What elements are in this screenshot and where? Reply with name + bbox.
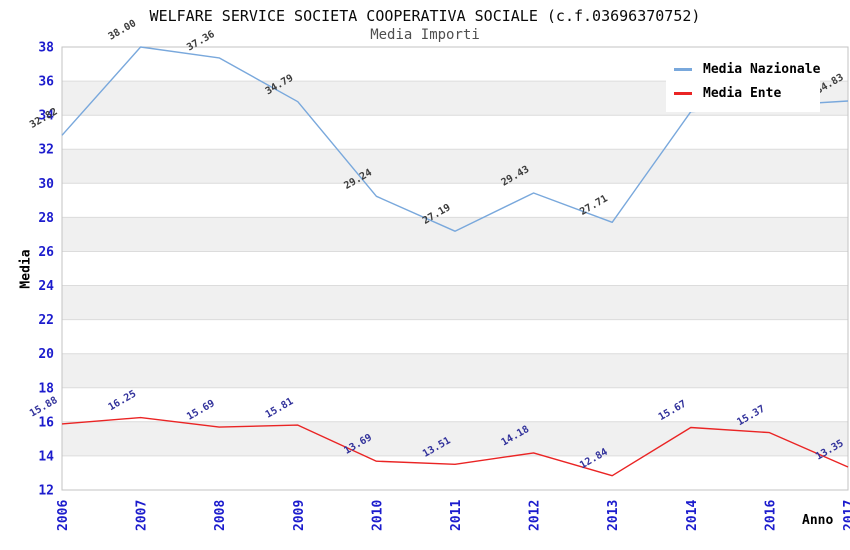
y-tick-label: 30 xyxy=(38,177,54,192)
x-tick-label: 2010 xyxy=(370,500,385,531)
x-tick-label: 2017 xyxy=(842,500,850,531)
x-tick-label: 2007 xyxy=(135,500,150,531)
point-label-media-nazionale: 27.71 xyxy=(578,193,610,218)
legend: Media Nazionale Media Ente xyxy=(666,50,820,112)
chart-title: WELFARE SERVICE SOCIETA COOPERATIVA SOCI… xyxy=(149,7,701,25)
x-axis-title: Anno xyxy=(802,513,834,528)
plot-border xyxy=(61,46,849,491)
y-tick-label: 22 xyxy=(38,313,54,328)
y-tick-label: 26 xyxy=(38,245,54,260)
grid-band xyxy=(62,149,848,184)
y-tick-label: 36 xyxy=(38,75,54,90)
x-tick-label: 2013 xyxy=(606,500,621,531)
legend-item-media-nazionale: Media Nazionale xyxy=(674,57,820,81)
y-tick-label: 14 xyxy=(38,449,54,464)
x-tick-label: 2008 xyxy=(213,500,228,531)
y-tick-label: 24 xyxy=(38,279,54,294)
y-tick-label: 12 xyxy=(38,484,54,499)
x-tick-label: 2014 xyxy=(685,500,700,531)
grid-band xyxy=(62,285,848,320)
series-line-media-ente xyxy=(61,416,849,477)
y-tick-label: 16 xyxy=(38,415,54,430)
x-tick-label: 2006 xyxy=(56,500,71,531)
y-tick-label: 28 xyxy=(38,211,54,226)
x-tick-label: 2012 xyxy=(528,500,543,531)
legend-item-media-ente: Media Ente xyxy=(674,81,820,105)
grid-band xyxy=(62,421,848,456)
y-tick-label: 34 xyxy=(38,109,54,124)
x-tick-label: 2011 xyxy=(449,500,464,531)
y-tick-label: 38 xyxy=(38,41,54,56)
point-label-media-ente: 15.69 xyxy=(185,398,217,423)
y-tick-label: 18 xyxy=(38,381,54,396)
x-tick-label: 2009 xyxy=(292,500,307,531)
legend-line-nazionale-icon xyxy=(674,67,692,71)
legend-label: Media Nazionale xyxy=(703,61,821,77)
point-label-media-ente: 15.81 xyxy=(264,396,296,421)
point-label-media-ente: 15.67 xyxy=(657,399,689,424)
chart-subtitle: Media Importi xyxy=(370,27,480,43)
legend-line-ente-icon xyxy=(674,91,692,95)
grid-band xyxy=(62,217,848,252)
y-axis-title: Media xyxy=(18,249,34,289)
x-tick-label: 2016 xyxy=(763,500,778,531)
y-tick-label: 20 xyxy=(38,347,54,362)
point-label-media-ente: 16.25 xyxy=(107,389,139,414)
y-tick-label: 32 xyxy=(38,143,54,158)
grid-band xyxy=(62,353,848,388)
legend-label: Media Ente xyxy=(703,85,782,101)
